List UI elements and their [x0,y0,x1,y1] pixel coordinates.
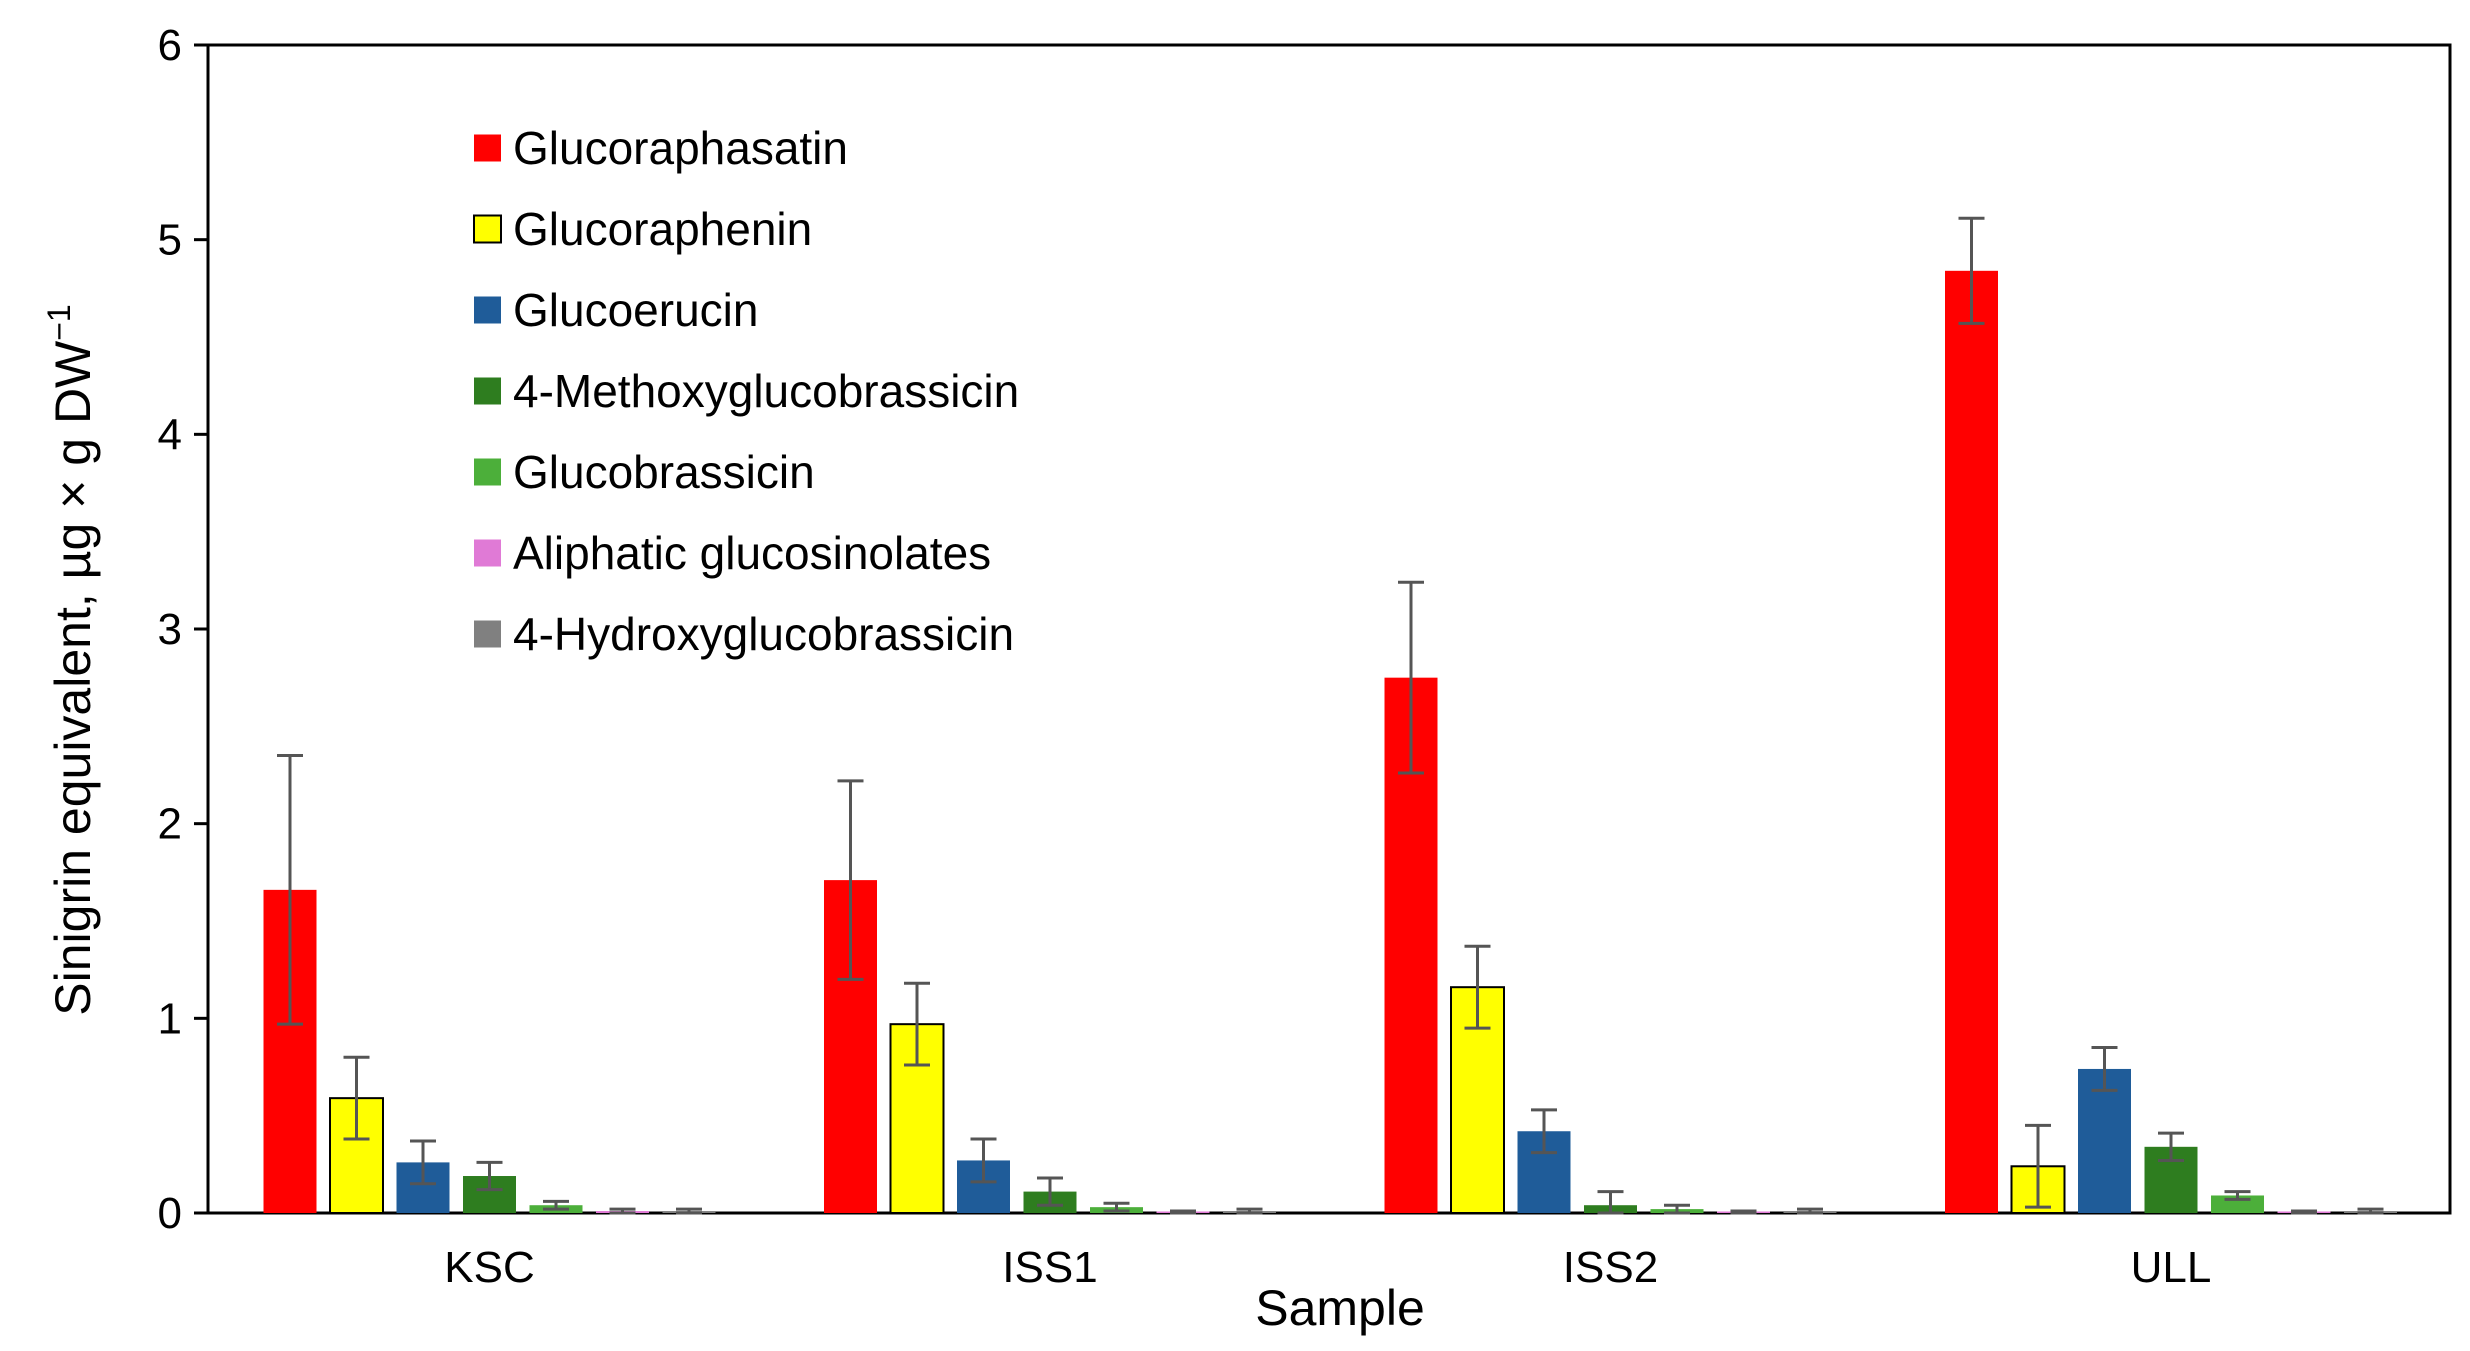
legend-label: Glucoraphenin [513,203,812,255]
legend-swatch [474,377,501,405]
y-axis-title-main: Sinigrin equivalent, µg × g DW [45,340,101,1016]
legend-swatch [474,539,501,567]
y-tick-label: 5 [158,216,182,265]
legend-swatch [474,296,501,324]
legend-label: Glucoerucin [513,284,758,336]
legend-swatch [474,620,501,648]
x-axis-title: Sample [1255,1280,1425,1336]
y-tick-label: 4 [158,410,182,459]
legend-swatch [474,134,501,162]
legend-swatch [473,214,502,244]
x-tick-label: KSC [444,1243,534,1292]
y-tick-label: 6 [158,21,182,70]
x-tick-label: ULL [2131,1243,2212,1292]
y-tick-label: 1 [158,994,182,1043]
x-axis: KSC ISS1 ISS2 ULL [444,1243,2211,1292]
legend-label: 4-Methoxyglucobrassicin [513,365,1019,417]
bar [1945,270,1998,1213]
plot-area [206,43,2452,1215]
legend-label: Glucoraphasatin [513,122,848,174]
legend-swatch [474,458,501,486]
y-axis-title-superscript: −1 [41,304,77,340]
legend: Glucoraphasatin Glucoraphenin Glucoerucin 4… [473,122,1019,660]
bar [2078,1068,2131,1213]
y-tick-label: 2 [158,800,182,849]
bar [2211,1195,2264,1213]
y-tick-label: 0 [158,1189,182,1238]
y-tick-label: 3 [158,605,182,654]
x-tick-label: ISS2 [1563,1243,1658,1292]
legend-label: 4-Hydroxyglucobrassicin [513,608,1014,660]
x-tick-label: ISS1 [1002,1243,1097,1292]
legend-label: Aliphatic glucosinolates [513,527,991,579]
y-axis: 0 1 2 3 4 5 6 [158,21,208,1238]
legend-label: Glucobrassicin [513,446,815,498]
y-axis-title: Sinigrin equivalent, µg × g DW−1 [41,304,101,1015]
